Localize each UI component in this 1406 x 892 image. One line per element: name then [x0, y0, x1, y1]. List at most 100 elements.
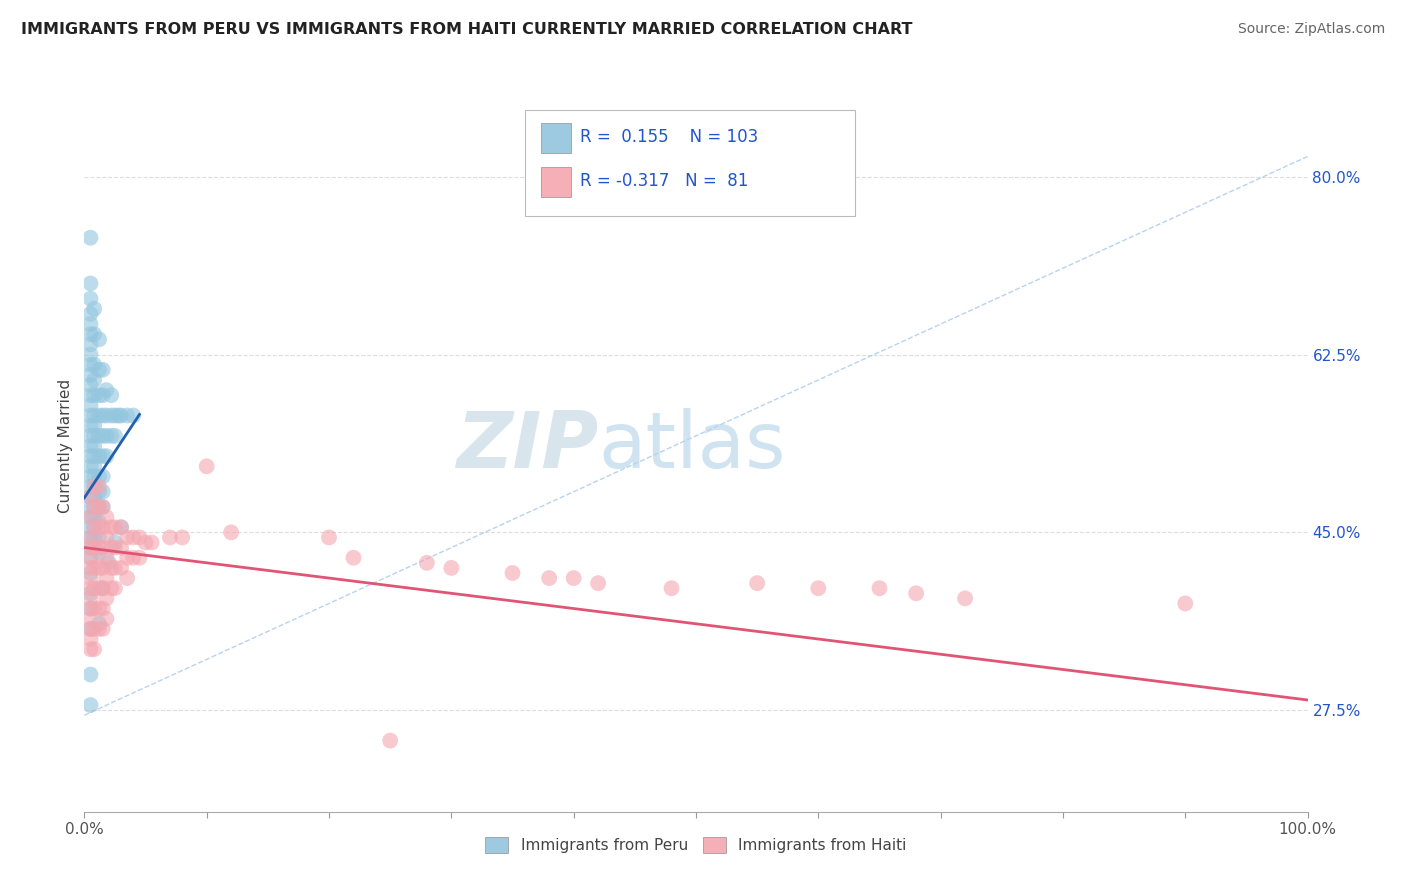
- Text: atlas: atlas: [598, 408, 786, 484]
- Point: [79, 566, 101, 580]
- Point: [104, 581, 127, 595]
- Point: [172, 530, 194, 544]
- Point: [416, 556, 439, 570]
- Point: [87, 581, 110, 595]
- Point: [79, 571, 101, 585]
- Point: [83, 439, 105, 453]
- Point: [79, 231, 101, 245]
- Point: [83, 520, 105, 534]
- Point: [79, 510, 101, 524]
- Point: [91, 520, 114, 534]
- Point: [87, 601, 110, 615]
- Point: [96, 409, 118, 423]
- Point: [91, 449, 114, 463]
- Point: [747, 576, 769, 591]
- Point: [91, 469, 114, 483]
- Point: [110, 541, 132, 555]
- Point: [195, 459, 218, 474]
- Point: [1174, 597, 1197, 611]
- Point: [79, 337, 101, 351]
- Point: [87, 500, 110, 514]
- Point: [83, 373, 105, 387]
- Point: [115, 409, 138, 423]
- Point: [100, 581, 122, 595]
- Point: [79, 541, 101, 555]
- Point: [440, 561, 463, 575]
- Point: [83, 327, 105, 342]
- Point: [87, 429, 110, 443]
- Point: [79, 490, 101, 504]
- Point: [100, 429, 122, 443]
- Point: [141, 535, 163, 549]
- Point: [380, 733, 402, 747]
- Point: [586, 576, 609, 591]
- Point: [83, 490, 105, 504]
- Point: [87, 616, 110, 631]
- Point: [79, 348, 101, 362]
- Point: [79, 581, 101, 595]
- Point: [79, 612, 101, 626]
- Point: [110, 520, 132, 534]
- Point: [96, 591, 118, 606]
- Point: [135, 535, 157, 549]
- Point: [87, 500, 110, 514]
- Point: [83, 409, 105, 423]
- Point: [83, 469, 105, 483]
- Point: [100, 561, 122, 575]
- Point: [83, 388, 105, 402]
- Point: [110, 520, 132, 534]
- Point: [83, 500, 105, 514]
- Point: [87, 449, 110, 463]
- Point: [79, 358, 101, 372]
- Point: [79, 530, 101, 544]
- Point: [83, 561, 105, 575]
- Point: [83, 429, 105, 443]
- Point: [83, 541, 105, 555]
- Point: [100, 541, 122, 555]
- Point: [122, 530, 145, 544]
- Text: IMMIGRANTS FROM PERU VS IMMIGRANTS FROM HAITI CURRENTLY MARRIED CORRELATION CHAR: IMMIGRANTS FROM PERU VS IMMIGRANTS FROM …: [21, 22, 912, 37]
- Point: [87, 546, 110, 560]
- Point: [79, 480, 101, 494]
- Point: [79, 429, 101, 443]
- Point: [79, 550, 101, 565]
- Point: [79, 520, 101, 534]
- Point: [83, 418, 105, 433]
- Point: [96, 530, 118, 544]
- Point: [87, 480, 110, 494]
- Point: [905, 586, 928, 600]
- Point: [83, 510, 105, 524]
- Point: [562, 571, 585, 585]
- Point: [79, 449, 101, 463]
- Point: [79, 561, 101, 575]
- Point: [219, 525, 242, 540]
- Point: [342, 550, 364, 565]
- Text: ZIP: ZIP: [456, 408, 598, 484]
- Point: [115, 530, 138, 544]
- Y-axis label: Currently Married: Currently Married: [58, 379, 73, 513]
- Point: [79, 398, 101, 412]
- Point: [87, 484, 110, 499]
- Point: [502, 566, 524, 580]
- Point: [79, 409, 101, 423]
- Point: [87, 520, 110, 534]
- Point: [79, 277, 101, 291]
- Point: [79, 642, 101, 657]
- Point: [91, 388, 114, 402]
- Point: [91, 541, 114, 555]
- Point: [79, 591, 101, 606]
- Point: [79, 490, 101, 504]
- Point: [87, 530, 110, 544]
- Point: [128, 530, 150, 544]
- Point: [83, 480, 105, 494]
- Point: [87, 363, 110, 377]
- Point: [869, 581, 891, 595]
- Point: [661, 581, 683, 595]
- Point: [79, 601, 101, 615]
- Point: [83, 520, 105, 534]
- Text: Source: ZipAtlas.com: Source: ZipAtlas.com: [1237, 22, 1385, 37]
- Point: [318, 530, 340, 544]
- FancyBboxPatch shape: [524, 110, 855, 216]
- Point: [159, 530, 181, 544]
- Point: [79, 327, 101, 342]
